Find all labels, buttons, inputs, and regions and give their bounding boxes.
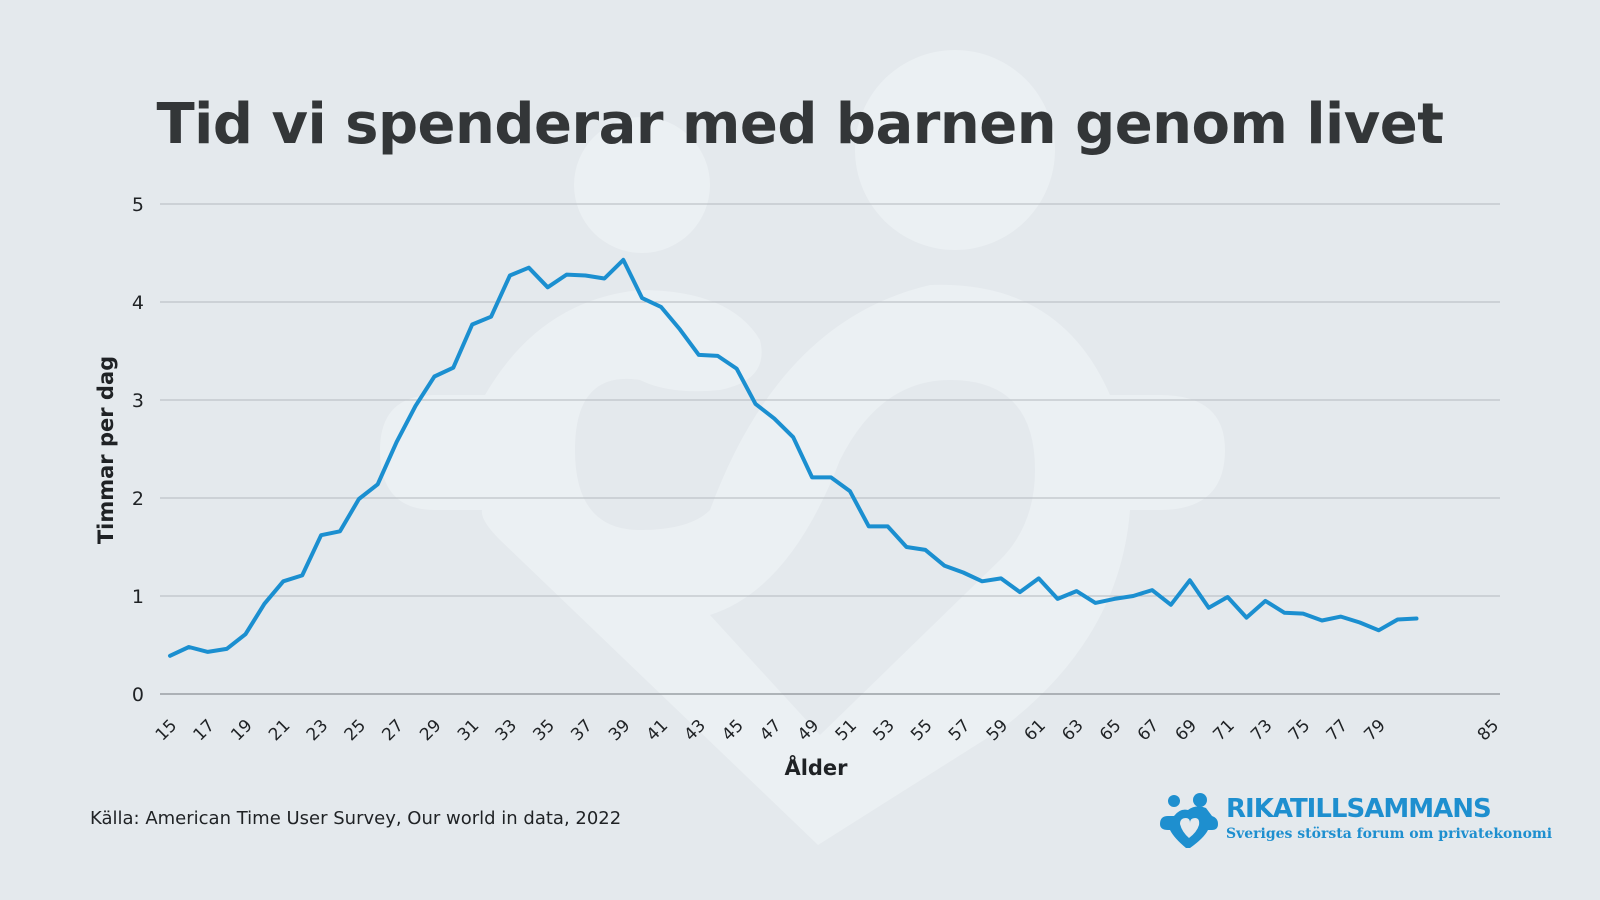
series-line: [168, 257, 1419, 658]
x-tick-label: 33: [492, 716, 521, 745]
x-tick-labels: 15 17 19 21 23 25 27 29 31 33 35 37 39 41 43 45 47 49 51 53…: [152, 716, 1503, 745]
y-tick-label: 0: [132, 684, 144, 706]
x-tick-label: 67: [1134, 716, 1163, 745]
x-tick-label: 61: [1020, 716, 1049, 745]
x-tick-label: 29: [416, 716, 445, 745]
x-tick-label: 57: [945, 716, 974, 745]
y-tick-label: 4: [132, 292, 144, 314]
y-axis-label: Timmar per dag: [94, 356, 118, 544]
x-tick-label: 77: [1323, 716, 1352, 745]
x-tick-label: 35: [529, 716, 558, 745]
x-tick-label: 51: [832, 716, 861, 745]
x-tick-label: 65: [1096, 716, 1125, 745]
x-tick-label: 21: [265, 716, 294, 745]
grid-lines: [160, 203, 1500, 695]
y-tick-labels: 0 1 2 3 4 5: [132, 194, 144, 706]
x-tick-label: 25: [341, 716, 370, 745]
x-axis-label: Ålder: [784, 755, 848, 780]
x-tick-label: 41: [643, 716, 672, 745]
x-tick-label: 43: [681, 716, 710, 745]
x-tick-label: 59: [983, 716, 1012, 745]
x-tick-label: 17: [190, 716, 219, 745]
x-tick-label: 45: [718, 716, 747, 745]
x-tick-label: 55: [907, 716, 936, 745]
series-layer: [168, 257, 1419, 658]
x-tick-label: 47: [756, 716, 785, 745]
x-tick-label: 31: [454, 716, 483, 745]
x-tick-label: 19: [227, 716, 256, 745]
x-tick-label: 23: [303, 716, 332, 745]
x-tick-label: 69: [1172, 716, 1201, 745]
chart-title: Tid vi spenderar med barnen genom livet: [156, 92, 1444, 157]
x-tick-label: 49: [794, 716, 823, 745]
y-tick-label: 1: [132, 586, 144, 608]
brand-tagline: Sveriges största forum om privatekonomi: [1226, 826, 1553, 842]
x-tick-label: 15: [152, 716, 181, 745]
x-tick-label: 53: [869, 716, 898, 745]
x-tick-label: 27: [378, 716, 407, 745]
x-tick-label: 39: [605, 716, 634, 745]
x-tick-label: 71: [1209, 716, 1238, 745]
y-tick-label: 5: [132, 194, 144, 216]
y-tick-label: 2: [132, 488, 144, 510]
x-tick-label: 75: [1285, 716, 1314, 745]
source-note: Källa: American Time User Survey, Our wo…: [90, 808, 622, 829]
x-tick-label: 73: [1247, 716, 1276, 745]
x-tick-label: 37: [567, 716, 596, 745]
x-tick-label: 63: [1058, 716, 1087, 745]
y-tick-label: 3: [132, 390, 144, 412]
family-heart-icon: [1160, 793, 1218, 848]
x-tick-label: 85: [1474, 716, 1503, 745]
brand-logo[interactable]: RIKATILLSAMMANS Sveriges största forum o…: [1156, 790, 1552, 850]
x-tick-label: 79: [1360, 716, 1389, 745]
brand-name: RIKATILLSAMMANS: [1226, 794, 1492, 824]
